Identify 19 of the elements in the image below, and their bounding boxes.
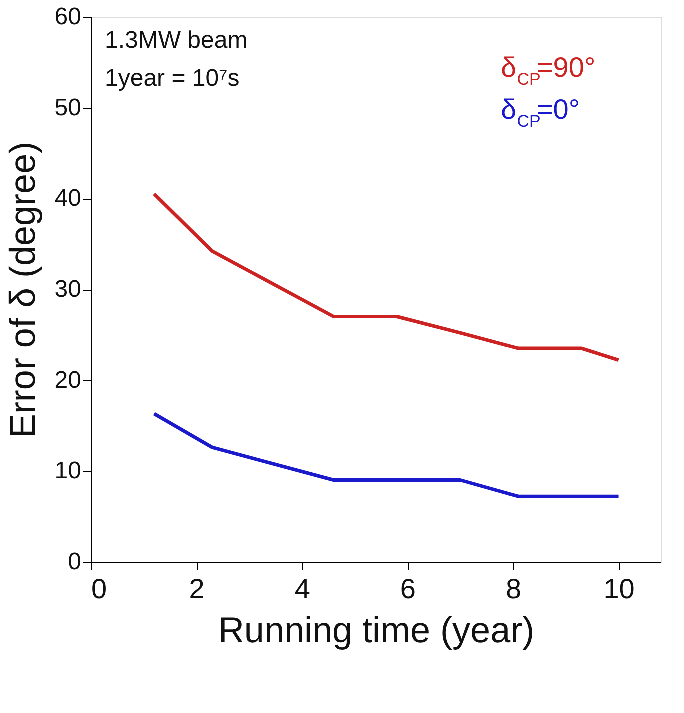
y-tick-label: 30 [54, 276, 82, 303]
x-tick-label: 0 [92, 574, 108, 604]
y-tick-label: 0 [68, 548, 82, 576]
line-series [152, 412, 621, 498]
line-series [152, 192, 621, 362]
y-tick-label: 40 [54, 185, 82, 212]
x-tick-label: 2 [189, 574, 205, 604]
annotation: 1year = 10⁷s [105, 65, 240, 92]
y-tick-label: 20 [54, 366, 82, 394]
x-tick-label: 6 [400, 574, 416, 604]
annotation: 1.3MW beam [105, 27, 248, 54]
x-tick-label: 4 [294, 574, 310, 604]
y-tick-label: 10 [54, 458, 82, 485]
y-tick-label: 50 [54, 94, 82, 122]
x-axis-title: Running time (year) [218, 610, 535, 650]
x-tick-label: 8 [506, 574, 522, 604]
x-tick-label: 10 [604, 574, 635, 604]
y-tick-label: 60 [54, 4, 82, 30]
y-axis-title: Error of δ (degree) [2, 142, 43, 438]
